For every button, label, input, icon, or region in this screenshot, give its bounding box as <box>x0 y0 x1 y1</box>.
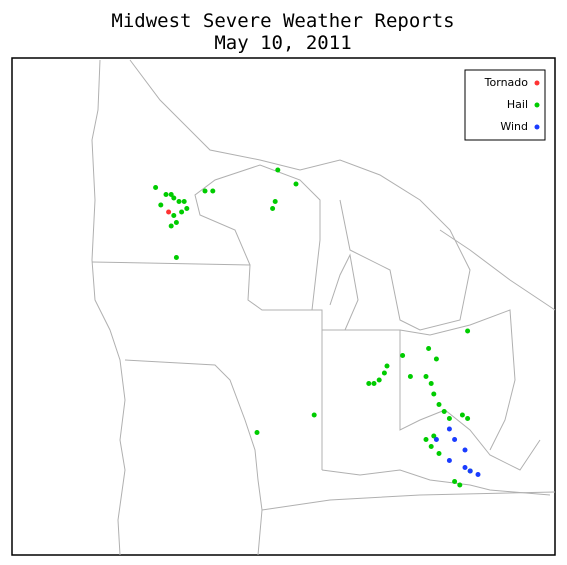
legend-box <box>464 69 546 141</box>
report-point <box>176 199 182 204</box>
report-point <box>462 465 468 470</box>
report-point <box>465 328 471 334</box>
report-point <box>457 482 463 488</box>
report-point <box>431 391 437 397</box>
report-point <box>436 451 442 456</box>
report-point <box>475 472 481 477</box>
report-point <box>179 209 185 215</box>
report-point <box>400 353 406 358</box>
report-point <box>433 356 439 362</box>
report-point <box>184 206 190 211</box>
report-point <box>181 199 187 204</box>
legend-label: Hail <box>507 98 528 111</box>
report-point <box>171 213 177 218</box>
report-point <box>270 206 276 211</box>
report-point <box>210 188 216 194</box>
report-point <box>426 346 432 351</box>
report-point <box>467 468 473 474</box>
map-subtitle: May 10, 2011 <box>214 32 351 54</box>
report-point <box>202 188 208 194</box>
report-point <box>433 437 439 442</box>
report-point <box>272 199 278 204</box>
report-point <box>158 202 164 208</box>
report-point <box>254 430 260 435</box>
report-point <box>436 402 442 407</box>
report-point <box>423 374 429 379</box>
report-point <box>465 416 471 421</box>
report-point <box>446 416 452 421</box>
report-point <box>431 433 437 439</box>
borders <box>91 59 556 556</box>
report-point <box>407 374 413 379</box>
report-point <box>428 381 434 386</box>
legend-label: Wind <box>500 120 528 133</box>
report-point <box>441 409 447 414</box>
report-point <box>381 370 387 376</box>
report-point <box>376 377 382 383</box>
report-point <box>459 412 465 418</box>
report-point <box>452 479 458 484</box>
report-point <box>423 437 429 442</box>
report-point <box>428 444 434 449</box>
report-point <box>384 363 390 369</box>
report-point <box>173 220 179 225</box>
report-point <box>462 447 468 453</box>
report-point <box>163 192 169 197</box>
report-point <box>171 195 177 201</box>
report-point <box>275 167 281 173</box>
report-point <box>173 255 179 260</box>
report-point <box>168 223 174 229</box>
legend-marker <box>534 124 540 130</box>
report-point <box>446 458 452 463</box>
report-point <box>153 185 159 190</box>
report-point <box>452 437 458 442</box>
legend-marker <box>534 80 540 86</box>
report-point <box>311 412 317 418</box>
report-point <box>166 209 172 215</box>
report-point <box>446 426 452 432</box>
legend-label: Tornado <box>484 76 529 89</box>
report-point <box>371 381 377 386</box>
report-point <box>293 181 299 187</box>
report-point <box>168 192 174 197</box>
report-point <box>366 381 372 386</box>
map-frame <box>11 57 556 556</box>
legend-marker <box>534 102 540 108</box>
map-title: Midwest Severe Weather Reports <box>111 10 454 32</box>
